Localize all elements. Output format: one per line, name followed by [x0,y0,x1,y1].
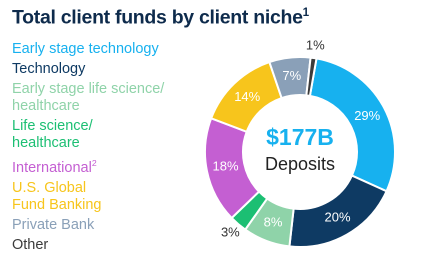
legend-item: Life science/ healthcare [12,118,164,152]
legend-item: Private Bank [12,217,164,234]
title-text: Total client funds by client niche [12,6,303,29]
value-label: 8% [264,214,283,229]
center-label: $177B [266,124,334,150]
value-label: 18% [213,159,239,174]
legend-label: Technology [12,61,86,77]
legend-label: Early stage life science/ healthcare [12,81,165,114]
value-label: 14% [234,89,260,104]
legend-item: Early stage technology [12,41,164,58]
value-label: 3% [221,225,240,240]
value-label: 1% [306,38,325,53]
legend-label: Early stage technology [12,41,159,57]
legend: Early stage technology Technology Early st… [12,41,164,257]
value-label: 29% [354,108,380,123]
donut-slice [308,57,396,193]
legend-label: Private Bank [12,216,95,233]
center-sublabel: Deposits [265,154,335,174]
donut-slice [305,56,318,98]
legend-footnote: 2 [91,158,97,168]
value-label: 7% [282,68,301,83]
chart-title: Total client funds by client niche1 [12,6,309,30]
legend-item: Other [12,237,164,254]
legend-item: Early stage life science/ healthcare [12,81,164,115]
legend-label: Life science/ healthcare [12,118,93,151]
legend-item: U.S. Global Fund Banking [12,180,164,214]
value-label: 20% [325,210,351,225]
legend-label: U.S. Global Fund Banking [12,179,102,213]
legend-label: International [12,159,92,176]
legend-label: Other [12,236,49,253]
title-footnote: 1 [302,6,310,19]
legend-item: Technology [12,61,164,78]
legend-item: International2 [12,155,164,177]
